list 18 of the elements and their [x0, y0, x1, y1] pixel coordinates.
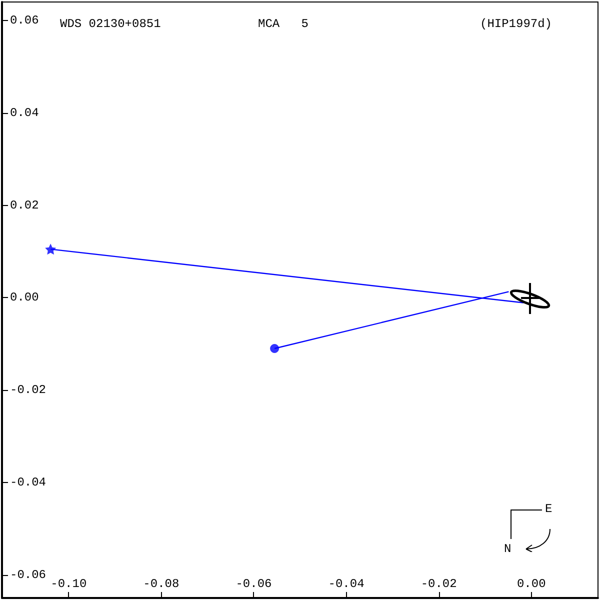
- y-tick-label: -0.06: [10, 568, 46, 582]
- annotation: N: [504, 542, 512, 556]
- x-tick-label: -0.06: [236, 577, 272, 591]
- y-tick-label: -0.04: [10, 475, 46, 490]
- x-tick-label: -0.10: [50, 577, 87, 591]
- y-tick-label: 0.06: [10, 13, 39, 28]
- annotation: (HIP1997d): [480, 17, 552, 31]
- annotation: WDS 02130+0851: [60, 17, 161, 31]
- x-tick-label: -0.04: [328, 577, 364, 591]
- x-tick-label: 0.00: [516, 577, 546, 591]
- x-tick-label: -0.08: [143, 577, 180, 591]
- y-tick-label: 0.04: [10, 106, 39, 120]
- y-tick-label: 0.02: [10, 198, 39, 212]
- annotation: E: [545, 502, 552, 516]
- x-tick-label: -0.02: [420, 577, 457, 591]
- annotation: MCA 5: [258, 17, 308, 31]
- y-tick-label: -0.02: [10, 383, 46, 398]
- y-tick-label: 0.00: [10, 290, 39, 305]
